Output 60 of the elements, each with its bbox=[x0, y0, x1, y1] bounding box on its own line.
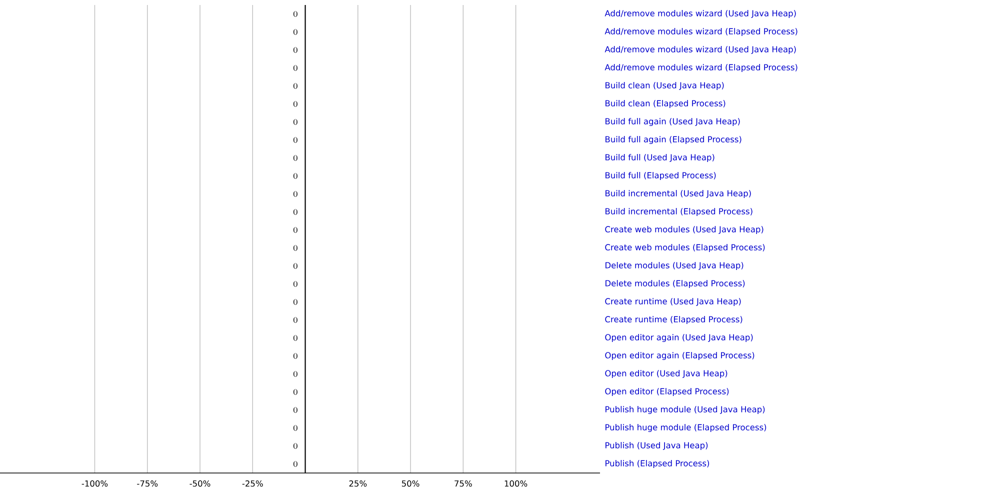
data-label: 0 bbox=[293, 101, 298, 107]
data-label: 0 bbox=[293, 119, 298, 125]
data-label: 0 bbox=[293, 443, 298, 449]
y-tick-label: Build clean (Elapsed Process) bbox=[606, 100, 726, 108]
y-tick-label: Open editor (Elapsed Process) bbox=[605, 388, 729, 396]
x-tick-label: 100% bbox=[504, 480, 528, 487]
data-label: 0 bbox=[293, 155, 298, 161]
data-label: 0 bbox=[293, 227, 298, 233]
x-tick-label: 25% bbox=[349, 480, 367, 487]
y-tick-label: Open editor (Used Java Heap) bbox=[605, 370, 728, 378]
data-label: 0 bbox=[293, 281, 298, 287]
data-label: 0 bbox=[293, 335, 298, 341]
y-tick-label: Publish (Elapsed Process) bbox=[606, 460, 710, 468]
data-label: 0 bbox=[293, 299, 298, 305]
data-label: 0 bbox=[293, 173, 298, 179]
data-label: 0 bbox=[293, 209, 298, 215]
y-tick-label: Add/remove modules wizard (Used Java Heap) bbox=[604, 46, 796, 54]
y-tick-label: Publish huge module (Elapsed Process) bbox=[606, 424, 766, 432]
x-tick-label: 75% bbox=[454, 480, 472, 487]
y-tick-label: Publish (Used Java Heap) bbox=[606, 442, 708, 450]
data-label: 0 bbox=[293, 353, 298, 359]
x-tick-label: -25% bbox=[242, 480, 263, 487]
data-label: 0 bbox=[293, 191, 298, 197]
y-tick-label: Build incremental (Used Java Heap) bbox=[606, 190, 751, 198]
data-label: 0 bbox=[293, 389, 298, 395]
data-label: 0 bbox=[293, 371, 298, 377]
y-tick-label: Delete modules (Elapsed Process) bbox=[606, 280, 745, 288]
y-tick-label: Create web modules (Elapsed Process) bbox=[605, 244, 765, 252]
data-label: 0 bbox=[293, 245, 298, 251]
data-label: 0 bbox=[293, 137, 298, 143]
y-tick-label: Publish huge module (Used Java Heap) bbox=[606, 406, 765, 414]
y-tick-label: Build full again (Used Java Heap) bbox=[606, 118, 740, 126]
x-tick-label: -100% bbox=[82, 480, 108, 487]
y-tick-label: Delete modules (Used Java Heap) bbox=[606, 262, 744, 270]
data-label: 0 bbox=[293, 83, 298, 89]
data-label: 0 bbox=[293, 263, 298, 269]
data-label: 0 bbox=[293, 317, 298, 323]
y-tick-label: Add/remove modules wizard (Elapsed Process) bbox=[604, 28, 798, 36]
y-tick-label: Create runtime (Elapsed Process) bbox=[605, 316, 742, 324]
data-label: 0 bbox=[293, 407, 298, 413]
y-tick-label: Build full (Used Java Heap) bbox=[606, 154, 714, 162]
data-label: 0 bbox=[293, 65, 298, 71]
y-tick-label: Add/remove modules wizard (Used Java Heap) bbox=[604, 10, 796, 18]
data-label: 0 bbox=[293, 47, 298, 53]
y-tick-label: Create runtime (Used Java Heap) bbox=[605, 298, 741, 306]
y-tick-label: Build incremental (Elapsed Process) bbox=[606, 208, 752, 216]
y-tick-label: Build full (Elapsed Process) bbox=[606, 172, 716, 180]
y-tick-label: Open editor again (Used Java Heap) bbox=[605, 334, 753, 342]
y-tick-label: Build full again (Elapsed Process) bbox=[606, 136, 742, 144]
y-tick-label: Open editor again (Elapsed Process) bbox=[605, 352, 754, 360]
y-tick-label: Build clean (Used Java Heap) bbox=[606, 82, 724, 90]
x-tick-label: -75% bbox=[137, 480, 158, 487]
x-tick-label: 50% bbox=[402, 480, 420, 487]
data-label: 0 bbox=[293, 11, 298, 17]
y-tick-label: Create web modules (Used Java Heap) bbox=[605, 226, 764, 234]
data-label: 0 bbox=[293, 29, 298, 35]
x-tick-label: -50% bbox=[190, 480, 210, 487]
data-label: 0 bbox=[293, 461, 298, 467]
y-tick-label: Add/remove modules wizard (Elapsed Process) bbox=[604, 64, 798, 72]
data-label: 0 bbox=[293, 425, 298, 431]
